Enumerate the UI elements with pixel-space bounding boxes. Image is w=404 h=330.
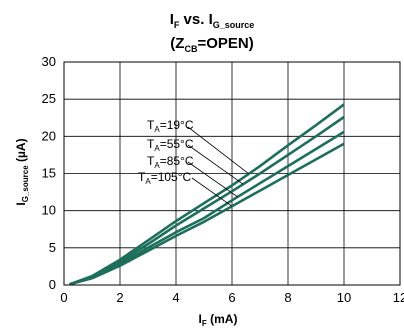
series-label-3: TA=85°C xyxy=(147,154,194,170)
annotation-leader-1 xyxy=(187,126,250,175)
x-axis-label: IF (mA) xyxy=(199,312,238,328)
y-tick-labels: 0 5 10 15 20 25 30 xyxy=(42,54,56,292)
x-tick-label: 2 xyxy=(116,290,123,305)
series-line-2 xyxy=(69,115,345,286)
y-tick-label: 30 xyxy=(42,54,56,69)
y-axis-label: IG_source (µA) xyxy=(14,138,30,205)
series-lines xyxy=(69,103,345,286)
series-label-1: TA=19°C xyxy=(147,118,194,134)
series-line-1 xyxy=(69,103,345,286)
x-tick-label: 12 xyxy=(393,290,404,305)
series-annotations: TA=19°C TA=55°CTA=85°CTA=105°C xyxy=(138,118,250,207)
x-tick-label: 4 xyxy=(172,290,179,305)
x-tick-label: 0 xyxy=(60,290,67,305)
annotation-leader-3 xyxy=(187,161,238,198)
annotation-leader-4 xyxy=(191,177,233,207)
y-tick-label: 15 xyxy=(42,166,56,181)
series-line-4 xyxy=(69,142,345,286)
chart-title-line2: (ZCB=OPEN) xyxy=(170,35,253,54)
x-tick-label: 10 xyxy=(337,290,351,305)
x-tick-label: 6 xyxy=(228,290,235,305)
y-tick-label: 0 xyxy=(49,277,56,292)
plot-frame xyxy=(63,61,401,286)
y-tick-label: 25 xyxy=(42,91,56,106)
x-tick-labels: 0 2 4 6 8 10 12 xyxy=(60,290,404,305)
annotation-leader-2 xyxy=(187,144,244,185)
y-tick-label: 20 xyxy=(42,128,56,143)
series-label-2: TA=55°C xyxy=(147,137,194,153)
grid xyxy=(63,61,401,286)
y-tick-label: 10 xyxy=(42,203,56,218)
chart-title-line1: IF vs. IG_source xyxy=(170,11,255,30)
y-tick-label: 5 xyxy=(49,240,56,255)
x-tick-label: 8 xyxy=(284,290,291,305)
series-label-4: TA=105°C xyxy=(138,170,192,186)
